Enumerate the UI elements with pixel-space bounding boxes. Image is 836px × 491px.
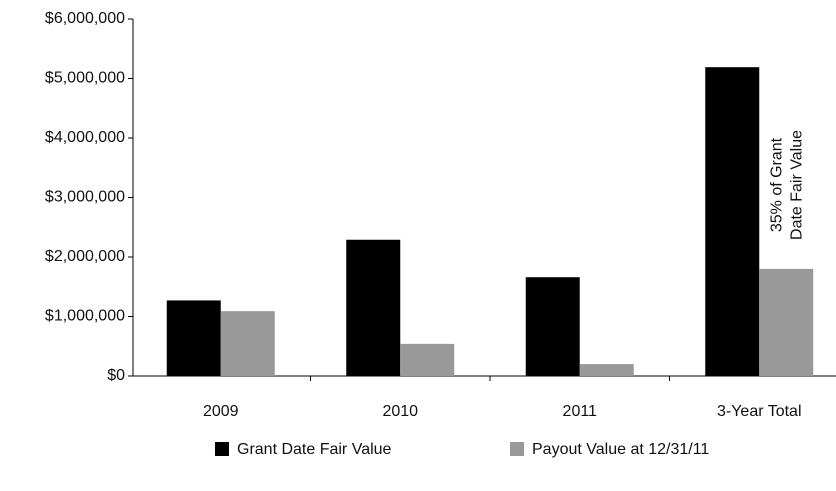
legend-label: Grant Date Fair Value (237, 441, 392, 458)
bar (579, 364, 634, 376)
legend-swatch (215, 442, 229, 456)
legend-label: Payout Value at 12/31/11 (532, 441, 709, 458)
y-tick-label: $0 (107, 367, 125, 384)
bar (220, 311, 275, 376)
x-tick-label: 3-Year Total (717, 403, 802, 420)
y-tick-label: $4,000,000 (45, 129, 125, 146)
y-tick-label: $5,000,000 (45, 70, 125, 87)
legend-swatch (510, 442, 524, 456)
bar (400, 343, 455, 376)
bar (759, 268, 814, 376)
y-tick-label: $1,000,000 (45, 308, 125, 325)
bar (346, 239, 401, 376)
x-tick-label: 2011 (563, 403, 598, 420)
y-tick-label: $3,000,000 (45, 189, 125, 206)
annotation: 35% of Grant (768, 137, 785, 232)
bar (525, 277, 580, 376)
bar (705, 67, 760, 376)
y-tick-label: $6,000,000 (45, 10, 125, 27)
bar (166, 300, 221, 376)
x-tick-label: 2009 (203, 403, 239, 420)
x-tick-label: 2010 (382, 403, 418, 420)
y-tick-label: $2,000,000 (45, 248, 125, 265)
annotation: Date Fair Value (788, 130, 805, 240)
